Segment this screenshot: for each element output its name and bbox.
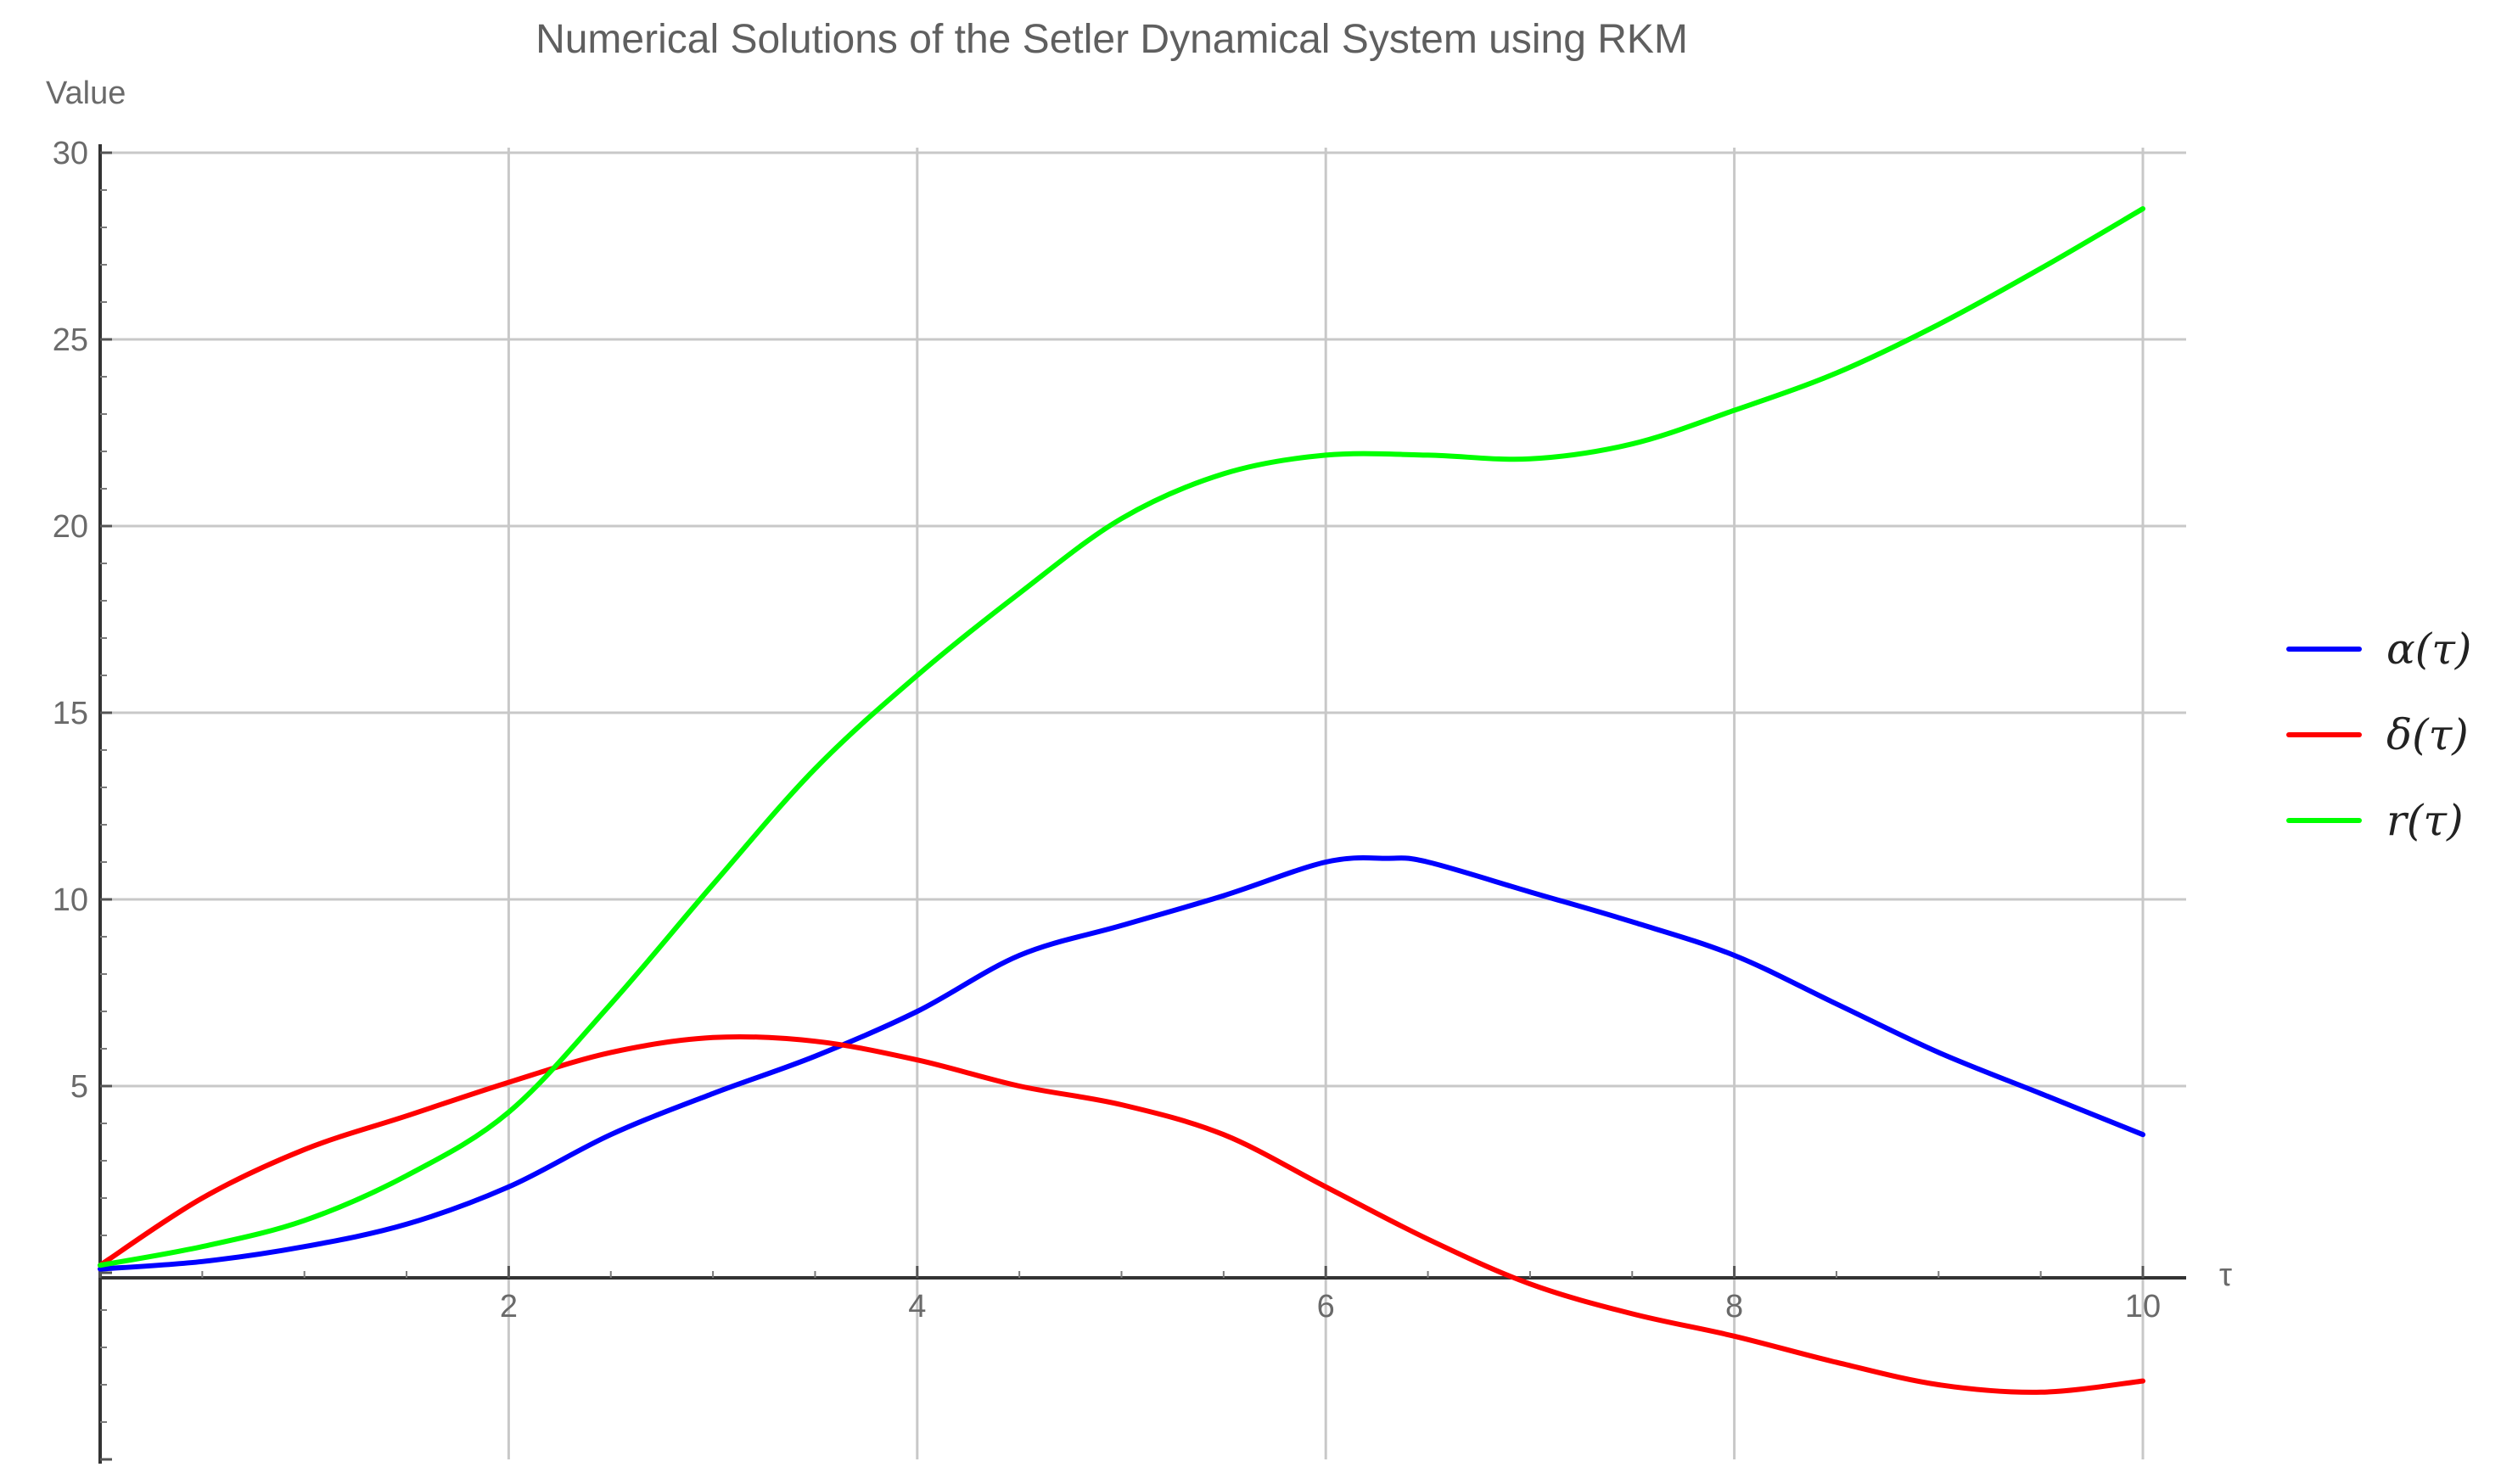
x-tick-label: 10 [2125, 1289, 2161, 1324]
series-2-line [98, 206, 2145, 1268]
series-0-line [98, 855, 2145, 1272]
x-tick-label: 4 [908, 1289, 926, 1324]
y-tick-label: 10 [53, 882, 88, 918]
x-tick-label: 8 [1725, 1289, 1743, 1324]
y-tick-label: 15 [53, 696, 88, 731]
legend: α(τ) δ(τ) r(τ) [2286, 624, 2471, 845]
y-axis-label: Value [46, 76, 126, 111]
series-layer [98, 206, 2145, 1395]
y-tick-label: 5 [70, 1069, 88, 1105]
x-tick-label: 6 [1317, 1289, 1335, 1324]
y-tick-label: 25 [53, 322, 88, 358]
x-tick-label: 2 [500, 1289, 518, 1324]
x-axis-label: τ [2219, 1257, 2232, 1293]
axes: 2 4 6 8 10 5 10 15 20 25 30 [53, 136, 2186, 1464]
y-tick-label: 30 [53, 136, 88, 171]
chart-title: Numerical Solutions of the Setler Dynami… [536, 17, 1688, 62]
series-1-line [98, 1033, 2145, 1395]
grid-lines [100, 148, 2186, 1459]
legend-label-1: δ(τ) [2386, 710, 2469, 759]
y-tick-label: 20 [53, 509, 88, 545]
legend-label-2: r(τ) [2386, 796, 2464, 845]
legend-label-0: α(τ) [2386, 624, 2471, 674]
